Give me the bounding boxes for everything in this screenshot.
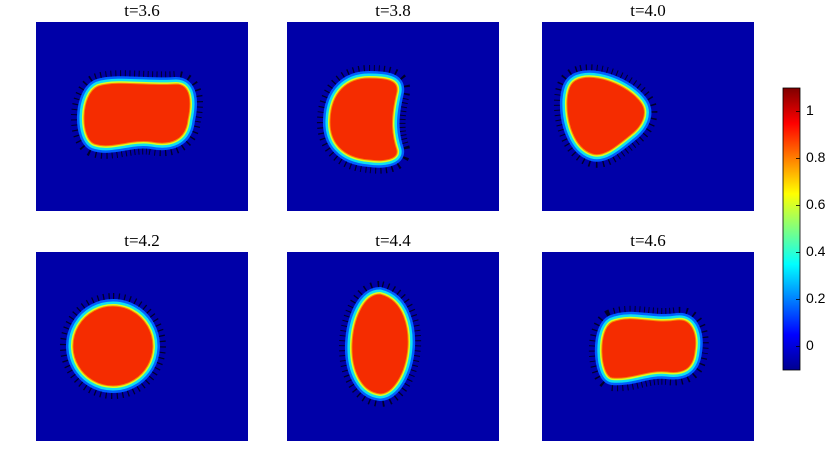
droplet <box>601 318 697 379</box>
panel-title: t=3.8 <box>375 1 411 20</box>
panel-title: t=4.0 <box>630 1 666 20</box>
panel-title: t=4.6 <box>630 231 666 250</box>
panel <box>542 22 754 211</box>
droplet <box>72 305 154 387</box>
colorbar-tick-label: 1 <box>806 102 814 118</box>
panel-title: t=4.2 <box>124 231 160 250</box>
colorbar-tick-label: 0.2 <box>806 290 826 306</box>
panel <box>287 22 499 211</box>
colorbar-tick-label: 0 <box>806 337 814 353</box>
colorbar-tick-label: 0.4 <box>806 243 826 259</box>
panel-title: t=3.6 <box>124 1 160 20</box>
colorbar-tick-label: 0.8 <box>806 149 826 165</box>
panel <box>542 252 754 441</box>
colorbar <box>782 87 801 371</box>
droplet <box>83 82 191 147</box>
droplet <box>351 293 409 395</box>
panel <box>287 252 499 441</box>
panel <box>36 22 248 211</box>
droplet <box>329 77 398 162</box>
panel-title: t=4.4 <box>375 231 411 250</box>
droplet <box>566 76 645 156</box>
panel <box>36 252 248 441</box>
colorbar-tick-label: 0.6 <box>806 196 826 212</box>
